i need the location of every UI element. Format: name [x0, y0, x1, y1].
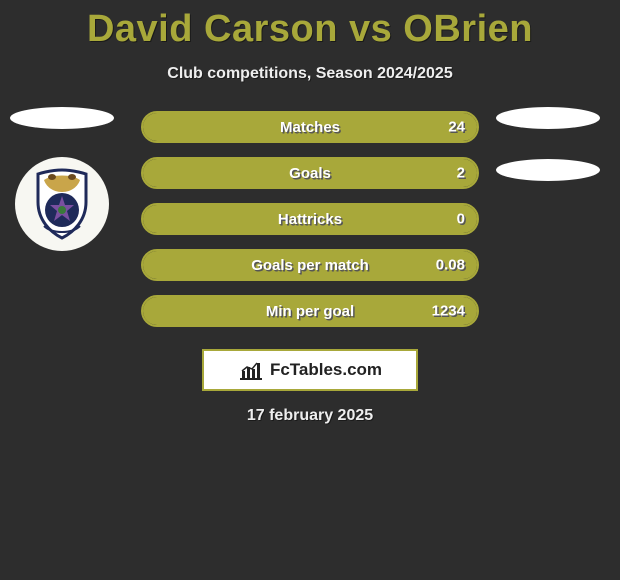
comparison-content: Matches 24 Goals 2 Hattricks 0 Goals per match… [0, 111, 620, 327]
stat-row: Matches 24 [141, 111, 479, 143]
player-left-column [8, 107, 116, 251]
stat-value-right: 24 [448, 119, 465, 136]
player-left-photo-placeholder [10, 107, 114, 129]
stat-label: Goals [289, 165, 331, 182]
stat-value-right: 0.08 [436, 257, 465, 274]
crest-icon [22, 164, 102, 244]
bar-chart-icon [238, 359, 264, 381]
stat-value-right: 1234 [432, 303, 465, 320]
stats-bars: Matches 24 Goals 2 Hattricks 0 Goals per match… [141, 111, 479, 327]
stat-value-right: 2 [457, 165, 465, 182]
player-right-photo-placeholder [496, 107, 600, 129]
stat-row: Goals 2 [141, 157, 479, 189]
brand-text: FcTables.com [270, 360, 382, 380]
brand-box: FcTables.com [202, 349, 418, 391]
stat-label: Matches [280, 119, 340, 136]
stat-label: Min per goal [266, 303, 354, 320]
stat-row: Goals per match 0.08 [141, 249, 479, 281]
stat-label: Hattricks [278, 211, 342, 228]
comparison-title: David Carson vs OBrien [0, 0, 620, 51]
player-left-club-crest [15, 157, 109, 251]
comparison-subtitle: Club competitions, Season 2024/2025 [0, 65, 620, 83]
stat-label: Goals per match [251, 257, 369, 274]
stat-row: Min per goal 1234 [141, 295, 479, 327]
footer-date: 17 february 2025 [0, 407, 620, 425]
stat-row: Hattricks 0 [141, 203, 479, 235]
player-right-column [494, 107, 602, 193]
stat-value-right: 0 [457, 211, 465, 228]
player-right-club-crest-placeholder [496, 159, 600, 181]
